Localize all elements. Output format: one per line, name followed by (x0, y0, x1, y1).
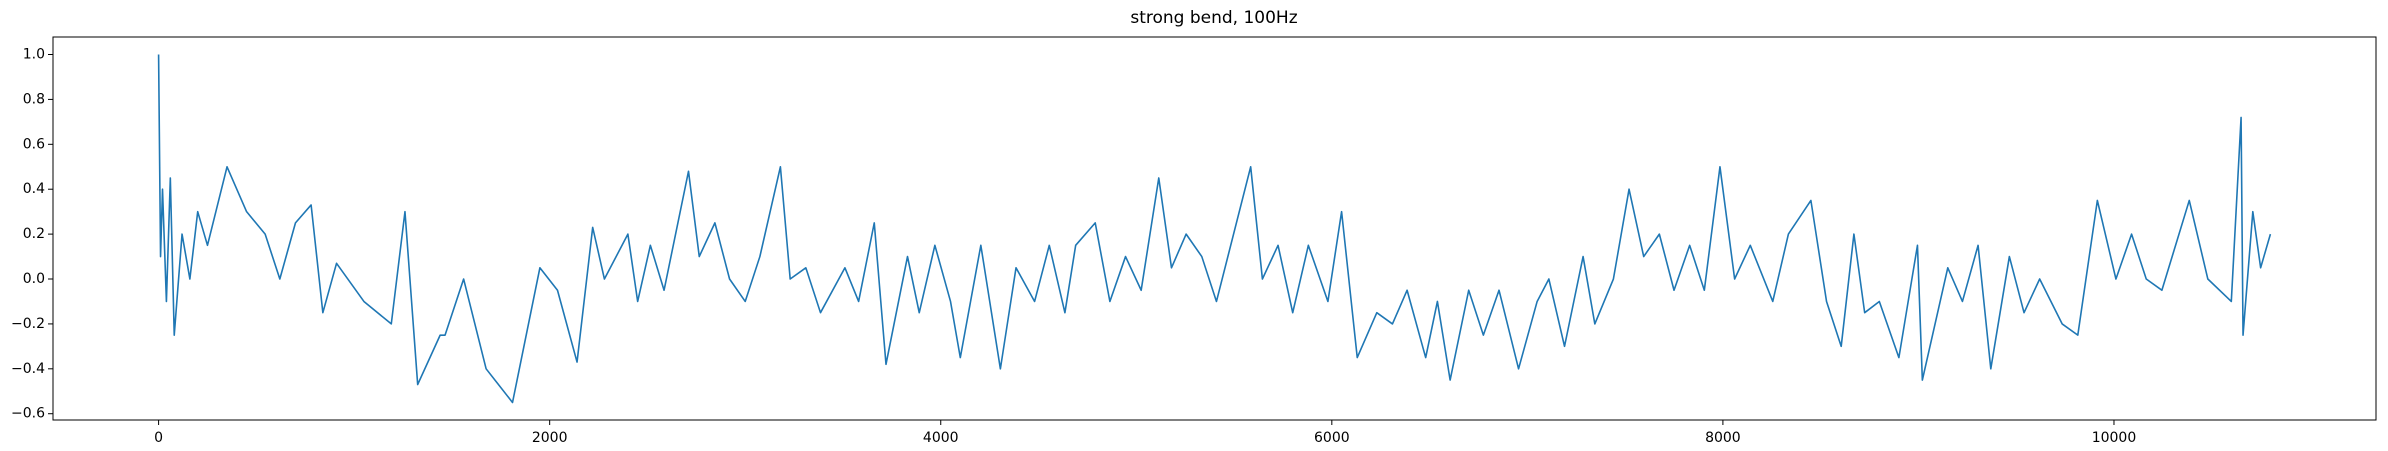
y-tick-label: −0.2 (11, 316, 45, 332)
y-tick-label: −0.4 (11, 361, 45, 377)
y-tick-label: 0.6 (23, 136, 45, 152)
x-tick-label: 10000 (2092, 430, 2137, 446)
y-tick-label: 1.0 (23, 47, 45, 63)
x-tick-label: 2000 (532, 430, 568, 446)
y-tick-label: 0.4 (23, 181, 45, 197)
x-tick-label: 8000 (1705, 430, 1741, 446)
y-tick-label: −0.6 (11, 406, 45, 422)
x-tick-label: 0 (154, 430, 163, 446)
chart-title: strong bend, 100Hz (1130, 8, 1297, 28)
x-tick-label: 6000 (1314, 430, 1350, 446)
x-tick-label: 4000 (923, 430, 959, 446)
line-series (157, 54, 2272, 404)
y-tick-label: 0.2 (23, 226, 45, 242)
y-tick-label: 0.0 (23, 271, 45, 287)
y-tick-label: 0.8 (23, 91, 45, 107)
axes-frame (52, 36, 2377, 421)
